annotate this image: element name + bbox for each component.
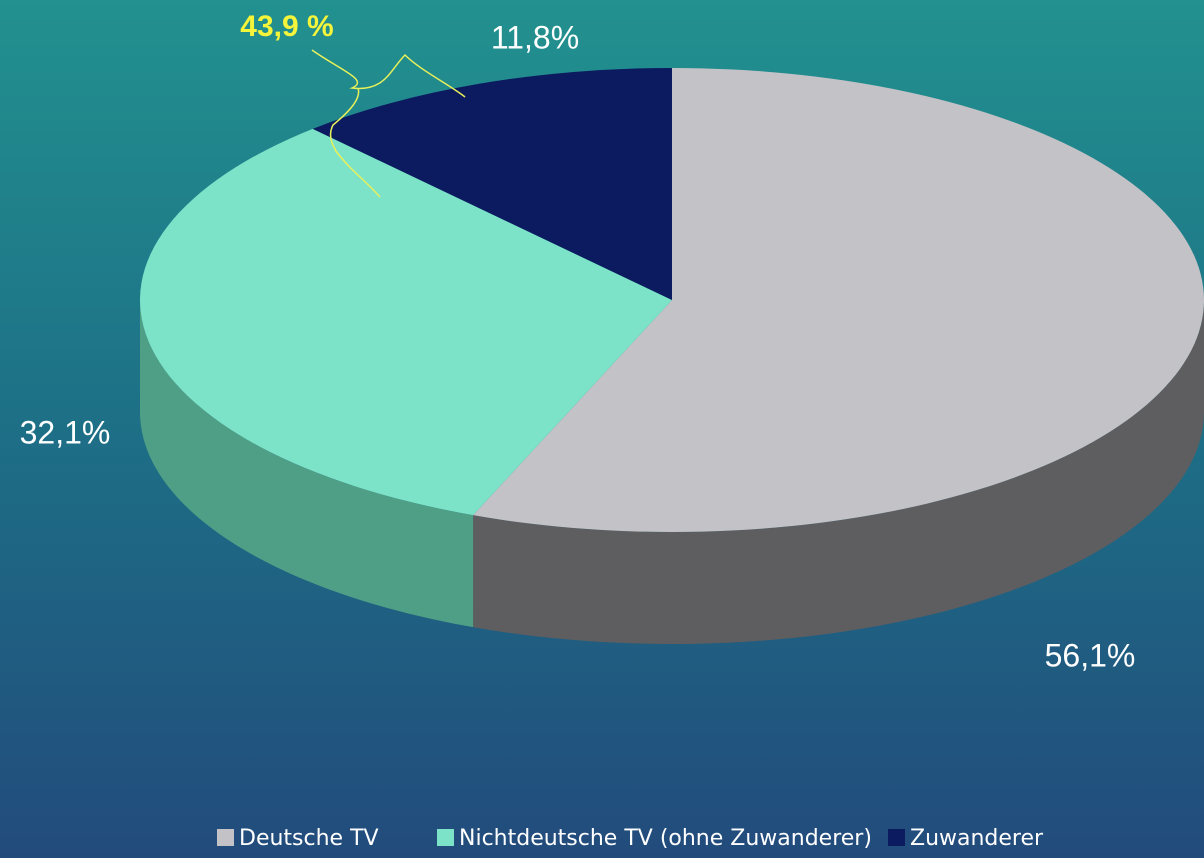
annotation: 43,9 % bbox=[240, 10, 333, 43]
legend-label: Zuwanderer bbox=[910, 826, 1044, 851]
legend-swatch bbox=[437, 829, 454, 846]
pie bbox=[139, 68, 1204, 644]
slice bbox=[312, 68, 672, 300]
slice bbox=[473, 68, 1204, 532]
slice-side bbox=[140, 300, 474, 628]
annotation-brace bbox=[311, 49, 466, 198]
legend-swatch bbox=[217, 829, 234, 846]
legend-label: Nichtdeutsche TV (ohne Zuwanderer) bbox=[459, 826, 872, 851]
data-label: 11,8% bbox=[491, 19, 579, 55]
slice bbox=[139, 128, 672, 516]
data-label: 56,1% bbox=[1045, 637, 1136, 673]
legend-swatch bbox=[888, 829, 905, 846]
slice-side bbox=[473, 300, 1204, 644]
data-label: 32,1% bbox=[20, 414, 111, 450]
legend: Deutsche TV Nichtdeutsche TV (ohne Zuwand… bbox=[217, 826, 1044, 851]
legend-label: Deutsche TV bbox=[239, 826, 379, 851]
